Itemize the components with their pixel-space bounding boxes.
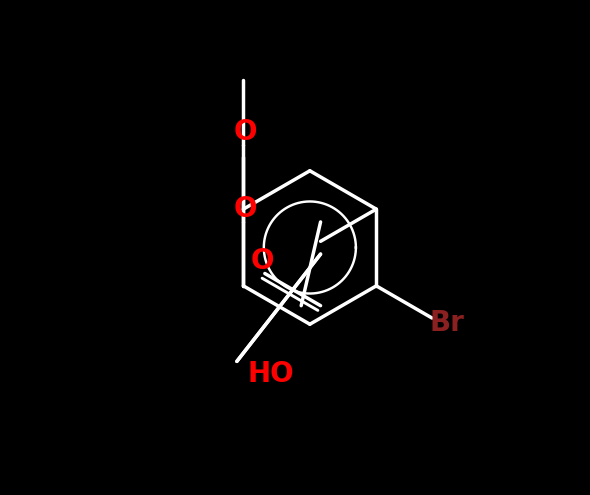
Text: Br: Br [430,309,464,337]
Text: O: O [233,195,257,223]
Text: O: O [233,118,257,147]
Text: HO: HO [248,360,294,388]
Text: O: O [251,247,274,275]
